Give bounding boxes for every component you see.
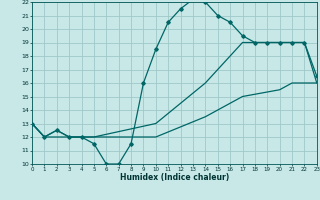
X-axis label: Humidex (Indice chaleur): Humidex (Indice chaleur) [120, 173, 229, 182]
